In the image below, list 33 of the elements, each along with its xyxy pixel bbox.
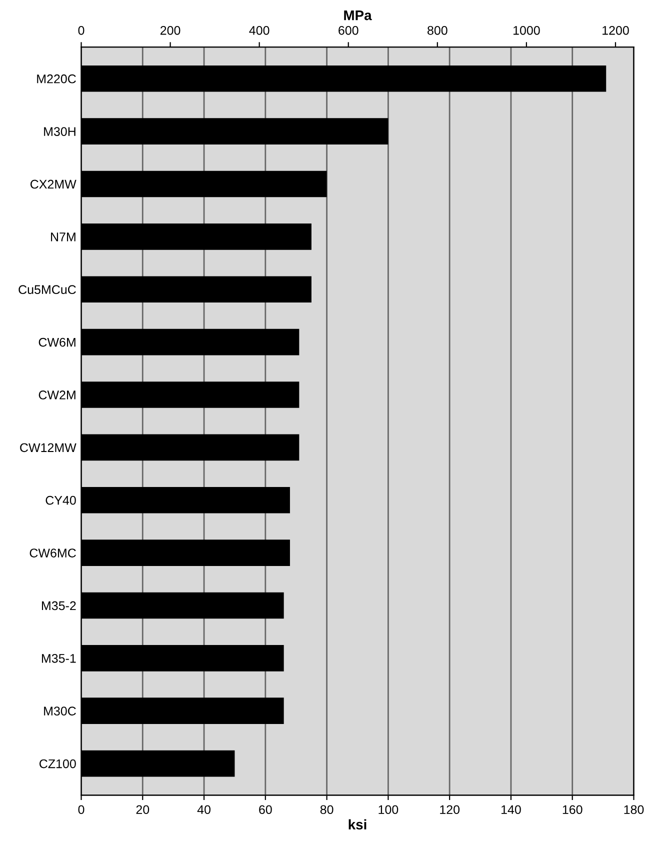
x2-tick-label: 600 xyxy=(338,26,358,35)
x-tick-label: 180 xyxy=(624,805,644,814)
x2-tick-label: 1000 xyxy=(514,26,540,35)
y-tick-label: CZ100 xyxy=(40,759,76,768)
x-tick-label: 40 xyxy=(197,805,210,814)
y-tick-label: CW6M xyxy=(38,338,76,347)
y-tick-label: Cu5MCuC xyxy=(18,285,76,294)
x2-axis-title: MPa xyxy=(344,10,372,20)
y-tick-label: M220C xyxy=(37,74,76,84)
x-tick-label: 160 xyxy=(562,805,582,814)
x-tick-label: 20 xyxy=(136,805,150,814)
x-tick-label: 100 xyxy=(378,805,398,814)
x-tick-label: 60 xyxy=(259,805,272,814)
x-tick-label: 80 xyxy=(320,805,334,814)
x-axis-title: ksi xyxy=(348,819,366,830)
y-tick-label: M35-2 xyxy=(42,601,76,610)
x2-tick-label: 800 xyxy=(428,26,448,35)
y-tick-label: CY40 xyxy=(46,496,76,505)
y-tick-label: CW12MW xyxy=(20,443,76,452)
x-tick-label: 140 xyxy=(502,805,521,814)
y-tick-label: M30H xyxy=(44,127,76,136)
x-tick-label: 0 xyxy=(78,805,84,814)
y-tick-label: M35-1 xyxy=(42,654,76,663)
y-tick-label: M30C xyxy=(44,706,76,716)
x-tick-label: 120 xyxy=(440,805,460,814)
x2-tick-label: 400 xyxy=(249,26,270,35)
y-tick-label: CW6MC xyxy=(30,548,76,558)
y-tick-label: N7M xyxy=(51,232,76,242)
y-tick-label: CX2MW xyxy=(30,180,76,189)
y-tick-label: CW2M xyxy=(38,390,76,400)
x2-tick-label: 0 xyxy=(78,26,84,35)
x2-tick-label: 200 xyxy=(160,26,180,35)
x2-tick-label: 1200 xyxy=(602,26,629,35)
